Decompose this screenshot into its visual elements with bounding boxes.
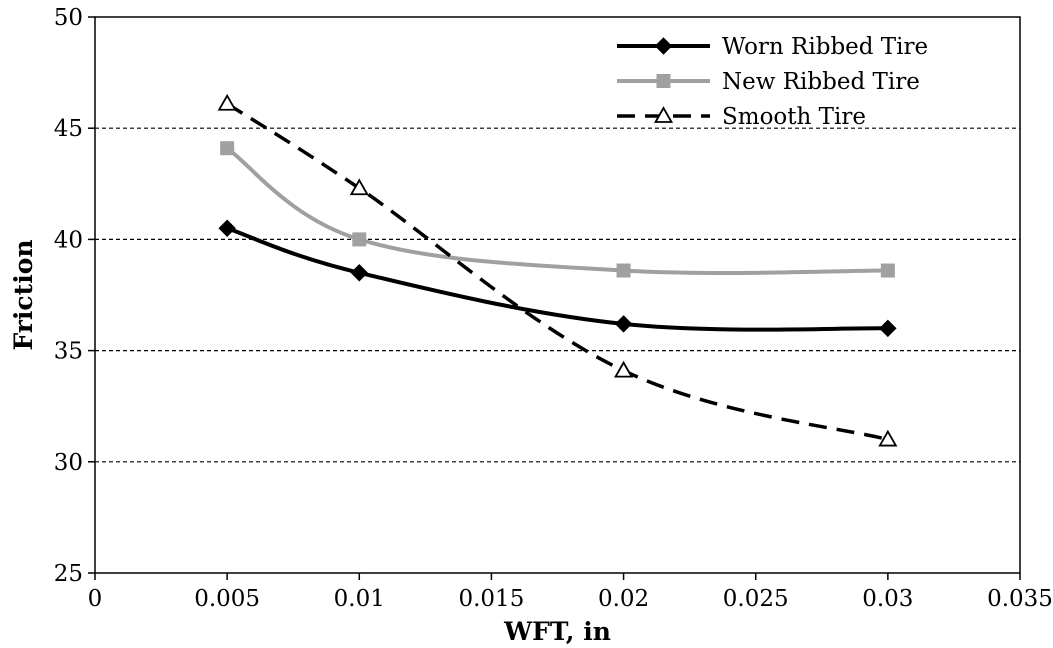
x-tick-label: 0.03 — [862, 586, 913, 612]
y-tick-label: 40 — [54, 227, 83, 253]
series-lines — [217, 93, 898, 447]
gridlines — [95, 127, 1020, 463]
x-tick-labels: 0 0.005 0.01 0.015 0.02 0.025 0.03 0.035 — [88, 586, 1053, 612]
legend-item-smooth-tire: Smooth Tire — [617, 104, 866, 130]
x-tick-label: 0.035 — [987, 586, 1053, 612]
data-point-worn-ribbed-tire — [614, 315, 633, 333]
y-tick-label: 35 — [54, 339, 83, 365]
y-tick-label: 45 — [54, 116, 83, 142]
data-point-worn-ribbed-tire — [879, 319, 897, 338]
y-tick-labels: 25 30 35 40 45 50 — [54, 5, 83, 587]
plot-area-border — [94, 16, 1021, 574]
legend-label: New Ribbed Tire — [722, 69, 920, 95]
legend-item-worn-ribbed-tire: Worn Ribbed Tire — [617, 34, 928, 60]
series-smooth-tire — [217, 93, 898, 447]
series-line-smooth-tire — [226, 102, 889, 442]
legend-swatch-marker — [656, 74, 671, 88]
y-tick-label: 25 — [54, 561, 83, 587]
x-tick-label: 0.025 — [723, 586, 789, 612]
series-line-new-ribbed-tire — [225, 146, 888, 276]
data-point-smooth-tire — [614, 360, 634, 378]
data-point-worn-ribbed-tire — [350, 264, 368, 282]
legend-label: Smooth Tire — [722, 104, 866, 130]
x-axis-title: WFT, in — [503, 617, 611, 646]
data-point-new-ribbed-tire — [616, 263, 631, 278]
legend-swatch-marker — [654, 37, 673, 55]
data-point-smooth-tire — [217, 93, 237, 111]
data-point-new-ribbed-tire — [220, 141, 235, 156]
y-tick-label: 50 — [54, 5, 83, 31]
x-tick-label: 0.01 — [334, 586, 385, 612]
series-worn-ribbed-tire — [218, 219, 897, 338]
y-axis-title: Friction — [9, 239, 38, 350]
axes — [88, 16, 1021, 580]
legend-label: Worn Ribbed Tire — [722, 34, 928, 60]
y-tick-label: 30 — [54, 450, 83, 476]
x-tick-label: 0 — [88, 586, 103, 612]
x-tick-label: 0.02 — [598, 586, 649, 612]
data-point-worn-ribbed-tire — [218, 219, 236, 237]
data-point-new-ribbed-tire — [352, 232, 367, 247]
data-point-new-ribbed-tire — [880, 263, 895, 278]
legend-swatch-marker — [653, 106, 674, 123]
legend: Worn Ribbed Tire New Ribbed Tire Smooth Ti… — [617, 34, 928, 130]
x-tick-label: 0.015 — [458, 586, 524, 612]
series-new-ribbed-tire — [220, 141, 895, 278]
x-tick-label: 0.005 — [194, 586, 260, 612]
legend-item-new-ribbed-tire: New Ribbed Tire — [617, 69, 920, 95]
series-line-worn-ribbed-tire — [226, 226, 888, 332]
data-point-smooth-tire — [349, 178, 369, 196]
data-point-smooth-tire — [878, 429, 898, 447]
